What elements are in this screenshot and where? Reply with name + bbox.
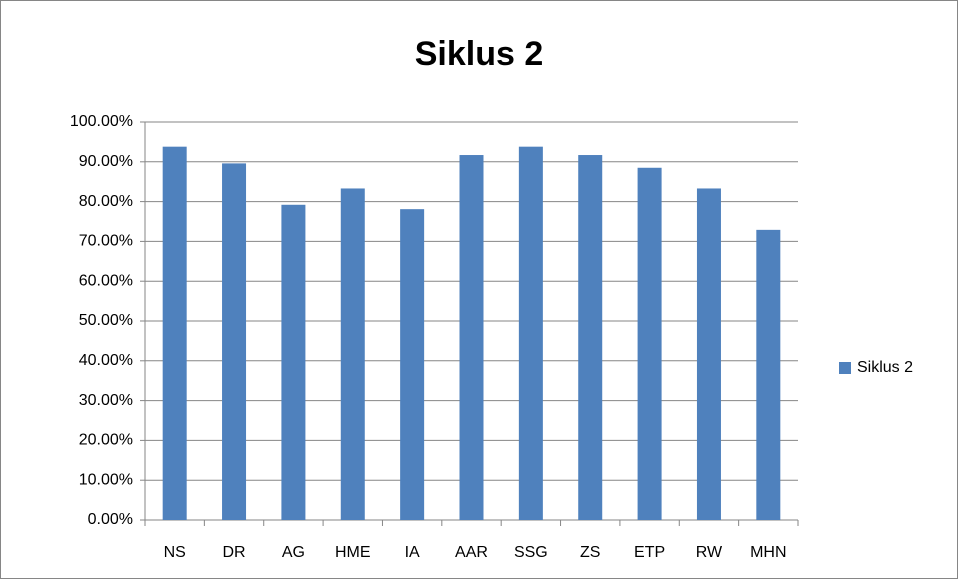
bar [400,209,425,521]
y-tick-label: 0.00% [88,511,133,528]
y-tick-label: 80.00% [79,193,133,210]
y-tick-label: 50.00% [79,312,133,329]
x-tick-label: DR [222,544,245,561]
bar [162,146,187,520]
y-tick-label: 90.00% [79,153,133,170]
bar [578,155,603,520]
x-tick-label: AG [282,544,305,561]
bar [756,229,781,520]
bar [518,146,543,520]
bar [340,188,365,520]
y-tick-label: 20.00% [79,432,133,449]
x-tick-label: IA [405,544,420,561]
x-tick-label: ZS [580,544,600,561]
y-tick-label: 40.00% [79,352,133,369]
chart-title: Siklus 2 [415,35,544,73]
x-tick-label: AAR [455,544,488,561]
y-tick-label: 100.00% [70,113,133,130]
y-tick-label: 30.00% [79,392,133,409]
x-tick-label: HME [335,544,371,561]
bar [459,155,484,520]
x-tick-label: MHN [750,544,786,561]
legend-swatch [839,362,851,374]
bar [637,167,662,520]
y-tick-label: 10.00% [79,471,133,488]
y-tick-label: 70.00% [79,233,133,250]
x-tick-label: RW [696,544,723,561]
bar [222,163,247,520]
x-tick-label: NS [164,544,186,561]
x-tick-label: ETP [634,544,665,561]
bar [696,188,721,520]
x-tick-label: SSG [514,544,548,561]
legend-label: Siklus 2 [857,359,913,376]
y-tick-label: 60.00% [79,272,133,289]
bar [281,204,306,520]
